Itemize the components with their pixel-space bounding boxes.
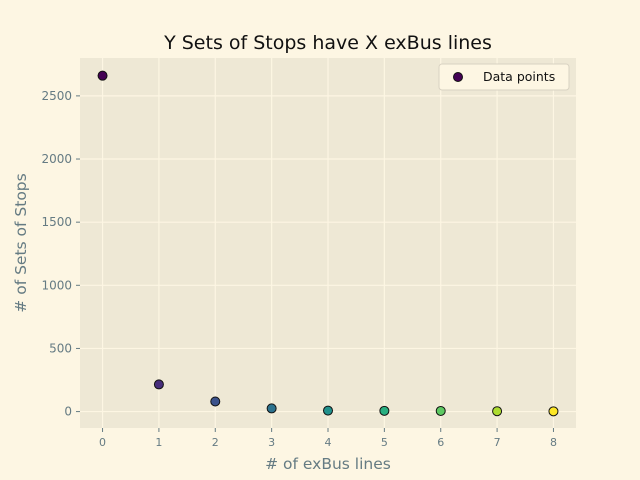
x-axis-label: # of exBus lines	[265, 455, 391, 473]
x-tick-label: 3	[268, 436, 275, 449]
y-tick-label: 2500	[41, 89, 72, 103]
legend-label: Data points	[483, 69, 555, 84]
x-tick-label: 5	[381, 436, 388, 449]
data-point	[548, 406, 559, 417]
data-point	[153, 379, 164, 390]
data-point	[435, 405, 446, 416]
data-point	[492, 406, 503, 417]
grid-lines	[80, 58, 576, 428]
x-tick-label: 4	[325, 436, 332, 449]
x-tick-label: 6	[437, 436, 444, 449]
y-tick-label: 0	[64, 405, 72, 419]
y-tick-label: 1000	[41, 278, 72, 292]
x-tick-label: 1	[155, 436, 162, 449]
axis-ticks: 0 500 1000 1500 2000 2500 0 1 2 3 4 5 6 7 8	[41, 89, 557, 449]
data-point	[97, 70, 108, 81]
x-tick-label: 8	[550, 436, 557, 449]
x-tick-label: 2	[212, 436, 219, 449]
data-points	[97, 70, 559, 417]
chart-title: Y Sets of Stops have X exBus lines	[163, 32, 492, 54]
data-point	[210, 396, 221, 407]
legend-marker	[453, 72, 463, 82]
legend: Data points	[438, 63, 570, 91]
y-tick-label: 500	[49, 341, 72, 355]
y-tick-label: 1500	[41, 215, 72, 229]
y-axis-label: # of Sets of Stops	[12, 173, 30, 312]
legend-box	[438, 63, 570, 91]
data-point	[323, 405, 333, 416]
data-point	[266, 403, 277, 414]
y-tick-label: 2000	[41, 152, 72, 166]
x-tick-label: 0	[99, 436, 106, 449]
data-point	[379, 405, 390, 416]
x-tick-label: 7	[494, 436, 501, 449]
